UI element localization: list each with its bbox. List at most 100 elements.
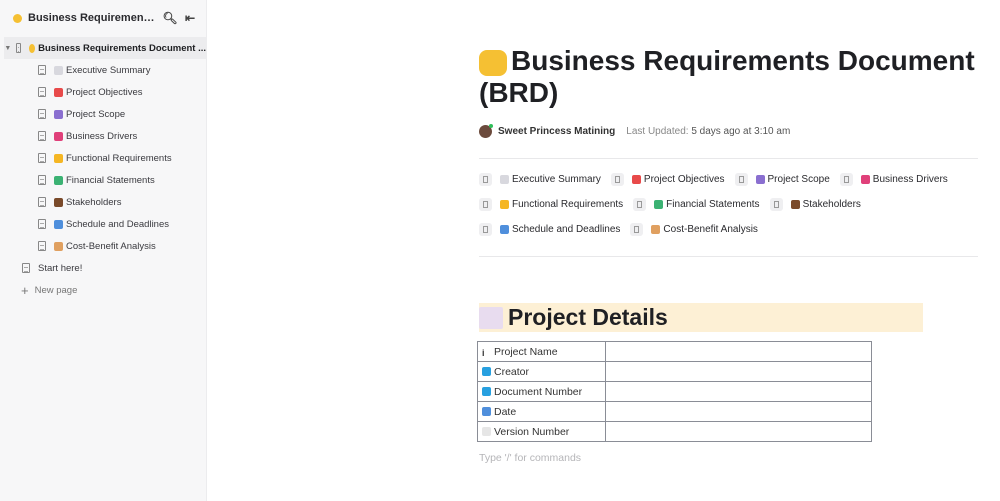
field-label-cell[interactable]: Date	[477, 401, 606, 422]
page-icon	[15, 43, 22, 53]
author-name[interactable]: Sweet Princess Matining	[498, 126, 616, 137]
page-icon	[38, 87, 46, 97]
field-value-cell[interactable]	[605, 361, 872, 382]
page-title: Business Requirements Document (BRD)	[479, 45, 979, 109]
search-icon[interactable]: 🔍︎	[162, 11, 178, 25]
subpage-link-stakeholders[interactable]: Stakeholders	[769, 197, 861, 212]
page-icon	[479, 223, 492, 236]
sidebar-item-stakeholders[interactable]: Stakeholders	[0, 191, 206, 213]
subpage-link-label: Project Scope	[767, 174, 830, 185]
subpage-link-executive-summary[interactable]: Executive Summary	[479, 172, 601, 187]
page-icon	[38, 197, 46, 207]
handshake-icon	[29, 43, 36, 53]
sidebar-item-label: Stakeholders	[66, 196, 122, 208]
collapse-sidebar-icon[interactable]: ⇤	[184, 11, 196, 25]
command-placeholder[interactable]: Type '/' for commands	[479, 452, 582, 464]
page-icon	[769, 198, 783, 211]
table-row: Document Number	[477, 381, 872, 402]
page-icon	[633, 198, 647, 211]
sidebar-item-label: Start here!	[38, 262, 83, 274]
subpage-link-label: Executive Summary	[512, 174, 601, 185]
subpage-links: Executive Summary Project Objectives Proje…	[479, 172, 979, 237]
briefcase-icon	[790, 200, 800, 209]
section-heading-text[interactable]: Project Details	[508, 304, 668, 330]
subpage-link-cost-benefit-analysis[interactable]: Cost-Benefit Analysis	[630, 222, 758, 237]
field-value-cell[interactable]	[605, 341, 872, 362]
field-label-cell[interactable]: Creator	[477, 361, 606, 382]
page-icon	[479, 173, 492, 186]
one-icon	[482, 427, 491, 437]
handshake-icon	[13, 13, 22, 23]
sidebar-item-executive-summary[interactable]: Executive Summary	[0, 59, 206, 81]
subpage-link-label: Functional Requirements	[512, 199, 624, 210]
field-label: Creator	[494, 365, 530, 378]
field-label: Date	[494, 405, 517, 418]
page-icon	[54, 65, 63, 75]
divider	[479, 256, 978, 257]
folder-icon	[500, 200, 509, 209]
subpage-link-business-drivers[interactable]: Business Drivers	[839, 172, 948, 187]
folder-icon	[54, 153, 63, 163]
sidebar-item-project-scope[interactable]: Project Scope	[0, 103, 206, 125]
sidebar-item-label: Business Drivers	[66, 130, 138, 142]
new-page-label: New page	[34, 284, 78, 296]
sidebar-item-business-drivers[interactable]: Business Drivers	[0, 125, 206, 147]
bar-chart-icon	[860, 175, 870, 184]
chart-increasing-icon	[479, 306, 503, 329]
money-icon	[654, 200, 664, 209]
sidebar-item-label: Functional Requirements	[66, 152, 172, 164]
calendar-icon	[482, 407, 491, 417]
field-label-cell[interactable]: Version Number	[477, 421, 606, 442]
field-label-cell[interactable]: Document Number	[477, 381, 606, 402]
subpage-link-financial-statements[interactable]: Financial Statements	[633, 197, 760, 212]
avatar[interactable]	[479, 124, 493, 138]
calendar-icon	[54, 219, 63, 229]
field-value-cell[interactable]	[605, 401, 872, 422]
subpage-link-project-scope[interactable]: Project Scope	[734, 172, 830, 187]
last-updated-value: 5 days ago at 3:10 am	[691, 126, 791, 137]
target-icon	[54, 87, 63, 97]
new-page-button[interactable]: + New page	[0, 279, 206, 301]
subpage-link-schedule-and-deadlines[interactable]: Schedule and Deadlines	[479, 222, 620, 237]
last-updated-label: Last Updated:	[626, 126, 689, 137]
sidebar-title[interactable]: Business Requirements Docum...	[28, 12, 158, 24]
sidebar-item-financial-statements[interactable]: Financial Statements	[0, 169, 206, 191]
caret-down-icon[interactable]: ▼	[4, 44, 12, 52]
field-value-cell[interactable]	[605, 421, 872, 442]
toolbox-icon	[755, 175, 765, 184]
sidebar-header: Business Requirements Docum... 🔍︎ ⇤	[0, 0, 206, 36]
subpage-link-label: Cost-Benefit Analysis	[663, 224, 758, 235]
sidebar-item-root[interactable]: ▼ Business Requirements Document ...	[4, 37, 206, 59]
sidebar-item-schedule-and-deadlines[interactable]: Schedule and Deadlines	[0, 213, 206, 235]
subpage-link-label: Schedule and Deadlines	[512, 224, 621, 235]
page-icon	[38, 131, 46, 141]
doc-meta: Sweet Princess Matining Last Updated: 5 …	[479, 124, 791, 138]
field-label: Version Number	[494, 425, 570, 438]
page-icon	[38, 219, 46, 229]
page-icon	[500, 175, 509, 184]
money-bag-icon	[54, 241, 63, 251]
target-icon	[631, 175, 641, 184]
page-icon	[22, 263, 30, 273]
subpage-link-functional-requirements[interactable]: Functional Requirements	[479, 197, 623, 212]
sidebar-item-label: Business Requirements Document ...	[38, 42, 206, 54]
sidebar-item-label: Schedule and Deadlines	[66, 218, 169, 230]
sidebar: Business Requirements Docum... 🔍︎ ⇤ ▼ Bu…	[0, 0, 207, 501]
sidebar-item-functional-requirements[interactable]: Functional Requirements	[0, 147, 206, 169]
table-row: Creator	[477, 361, 872, 382]
page-icon	[38, 175, 46, 185]
subpage-link-project-objectives[interactable]: Project Objectives	[610, 172, 725, 187]
subpage-link-label: Financial Statements	[666, 199, 760, 210]
field-label-cell[interactable]: i Project Name	[477, 341, 606, 362]
page-title-text[interactable]: Business Requirements Document (BRD)	[479, 45, 975, 108]
info-icon-icon: i	[482, 348, 485, 359]
page-icon	[610, 173, 624, 186]
subpage-link-label: Business Drivers	[872, 174, 948, 185]
briefcase-icon	[54, 197, 63, 207]
sidebar-item-start-here[interactable]: Start here!	[0, 257, 206, 279]
page-icon	[734, 173, 748, 186]
sidebar-item-cost-benefit-analysis[interactable]: Cost-Benefit Analysis	[0, 235, 206, 257]
page-icon	[479, 198, 492, 211]
sidebar-item-project-objectives[interactable]: Project Objectives	[0, 81, 206, 103]
field-value-cell[interactable]	[605, 381, 872, 402]
